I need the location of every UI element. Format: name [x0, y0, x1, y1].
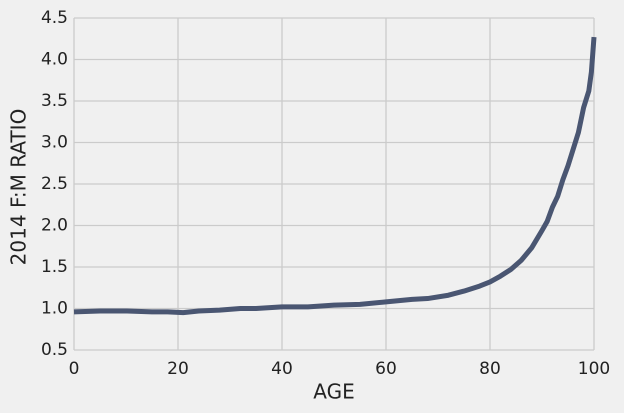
x-axis-title: AGE: [313, 380, 354, 404]
y-tick-label: 2.5: [41, 174, 68, 194]
x-tick-label: 60: [375, 359, 397, 379]
y-tick-label: 4.5: [41, 8, 68, 28]
x-tick-label: 0: [69, 359, 80, 379]
x-tick-label: 40: [271, 359, 293, 379]
y-tick-label: 1.0: [41, 299, 68, 319]
line-series: [73, 36, 597, 316]
x-tick-label: 100: [578, 359, 610, 379]
y-tick-label: 2.0: [41, 216, 68, 236]
y-tick-label: 3.5: [41, 91, 68, 111]
x-tick-label: 20: [167, 359, 189, 379]
y-tick-label: 1.5: [41, 257, 68, 277]
y-tick-label: 0.5: [41, 340, 68, 360]
y-tick-label: 3.0: [41, 133, 68, 153]
y-axis-title: 2014 F:M RATIO: [7, 109, 31, 266]
y-tick-label: 4.0: [41, 50, 68, 70]
x-tick-label: 80: [479, 359, 501, 379]
